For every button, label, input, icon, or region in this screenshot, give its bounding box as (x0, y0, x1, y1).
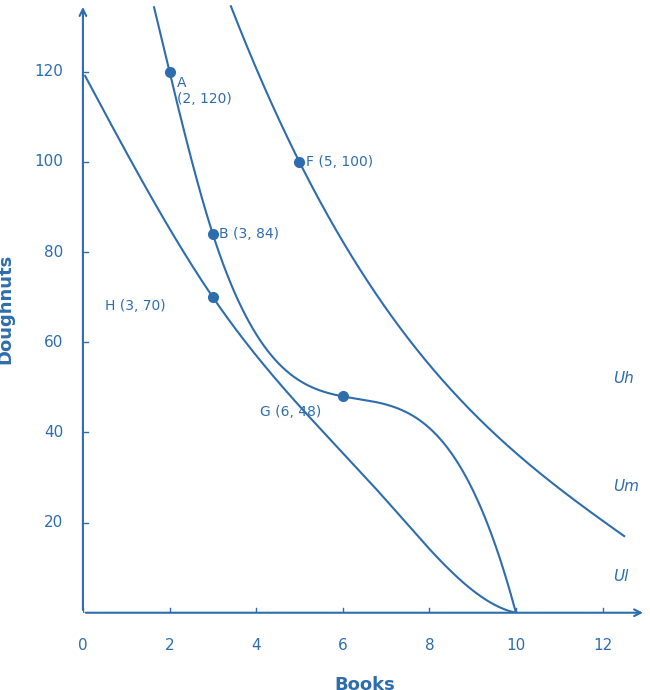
Text: 80: 80 (44, 244, 64, 259)
Text: Uh: Uh (614, 371, 634, 386)
Text: 120: 120 (34, 64, 64, 79)
Text: 10: 10 (506, 638, 526, 653)
Text: G (6, 48): G (6, 48) (261, 405, 322, 419)
Text: 20: 20 (44, 515, 64, 530)
Text: 40: 40 (44, 425, 64, 440)
Text: B (3, 84): B (3, 84) (219, 227, 280, 241)
Text: Doughnuts: Doughnuts (0, 253, 14, 364)
Text: 4: 4 (252, 638, 261, 653)
Text: Um: Um (614, 479, 640, 494)
Text: Ul: Ul (614, 569, 629, 584)
Text: 60: 60 (44, 335, 64, 350)
Text: 2: 2 (164, 638, 174, 653)
Text: 6: 6 (338, 638, 348, 653)
Text: 12: 12 (593, 638, 612, 653)
Text: F (5, 100): F (5, 100) (306, 155, 373, 169)
Text: 0: 0 (78, 638, 88, 653)
Text: A
(2, 120): A (2, 120) (177, 77, 232, 106)
Text: Books: Books (334, 676, 395, 690)
Text: 8: 8 (424, 638, 434, 653)
Text: H (3, 70): H (3, 70) (105, 299, 165, 313)
Text: 100: 100 (34, 155, 64, 170)
